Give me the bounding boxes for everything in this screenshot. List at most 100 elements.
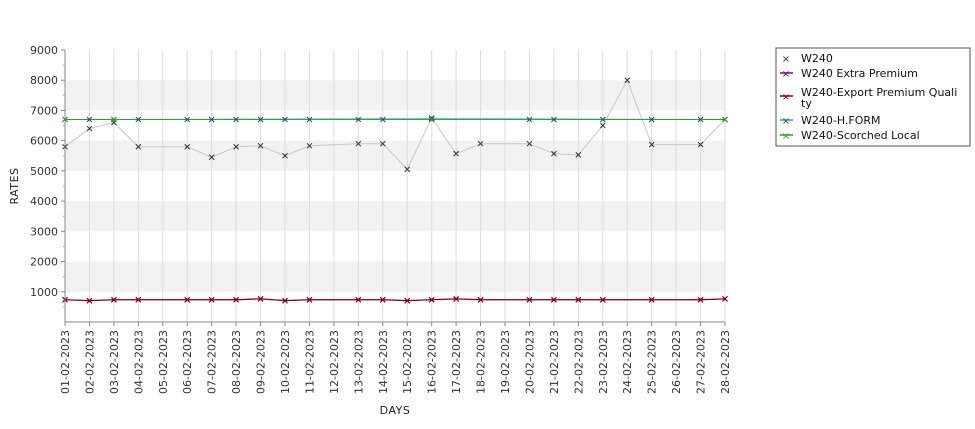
marker-stroke — [355, 140, 362, 147]
data-point-w240 — [453, 150, 459, 157]
marker-stroke — [306, 116, 313, 123]
legend-item-w240-export-premium-quality: × W240-Export Premium Quali ty — [780, 86, 957, 110]
marker-stroke — [599, 296, 606, 303]
marker-stroke — [551, 296, 557, 303]
x-tick-label: 01-02-2023 — [59, 330, 72, 394]
data-point-w240 — [282, 152, 288, 159]
marker-stroke — [306, 142, 313, 149]
plot-band — [65, 80, 725, 111]
legend-box — [775, 47, 971, 147]
x-tick-label: 17-02-2023 — [450, 330, 463, 394]
marker-stroke — [428, 115, 435, 121]
marker-stroke — [477, 296, 484, 303]
data-point-w240 — [404, 166, 411, 173]
marker-stroke — [722, 295, 728, 302]
y-tick-label: 9000 — [30, 44, 58, 57]
grid-lines — [64, 50, 726, 322]
x-tick-label: 26-02-2023 — [670, 330, 683, 394]
marker-stroke — [551, 116, 557, 123]
marker-stroke — [86, 116, 93, 123]
marker-stroke — [575, 152, 582, 158]
x-tick-label: 20-02-2023 — [523, 330, 536, 394]
legend-marker-w240: × — [782, 54, 790, 65]
marker-stroke — [599, 116, 606, 123]
marker-stroke — [184, 116, 191, 123]
data-point-w240-h-form — [697, 116, 704, 123]
data-point-w240-export-premium-quality — [697, 296, 704, 303]
marker-stroke — [282, 152, 288, 159]
marker-stroke — [257, 142, 264, 149]
data-point-w240 — [624, 77, 631, 84]
marker-stroke — [551, 150, 557, 157]
data-point-w240-h-form — [86, 116, 93, 123]
x-tick-label: 04-02-2023 — [132, 330, 145, 394]
data-point-w240-h-form — [282, 116, 288, 123]
marker-stroke — [697, 116, 704, 123]
legend-item-w240-h-form: × W240-H.FORM — [780, 114, 881, 127]
data-point-w240-h-form — [379, 116, 386, 123]
x-tick-label: 03-02-2023 — [108, 330, 121, 394]
legend-label-w240-scorched-local: W240-Scorched Local — [801, 129, 920, 142]
marker-stroke — [575, 296, 582, 303]
data-point-w240-export-premium-quality — [208, 296, 215, 303]
plot-band — [65, 261, 725, 292]
marker-stroke — [526, 296, 533, 303]
data-point-w240-h-form — [599, 116, 606, 123]
marker-stroke — [526, 140, 533, 147]
marker-stroke — [477, 140, 484, 147]
data-point-w240-export-premium-quality — [599, 296, 606, 303]
marker-stroke — [428, 296, 435, 303]
marker-stroke — [379, 116, 386, 123]
marker-stroke — [624, 77, 631, 84]
legend-label-w240-h-form: W240-H.FORM — [801, 114, 881, 127]
y-tick-label: 7000 — [30, 104, 58, 117]
plot-band — [65, 201, 725, 232]
x-tick-label: 14-02-2023 — [377, 330, 390, 394]
marker-stroke — [648, 116, 655, 123]
marker-stroke — [257, 295, 264, 302]
x-tick-label: 05-02-2023 — [157, 330, 170, 394]
marker-stroke — [257, 116, 264, 123]
data-point-w240 — [477, 140, 484, 147]
x-tick-label: 27-02-2023 — [695, 330, 708, 394]
marker-stroke — [208, 296, 215, 303]
marker-stroke — [233, 296, 239, 303]
x-tick-label: 11-02-2023 — [303, 330, 316, 394]
marker-stroke — [526, 116, 533, 123]
data-point-w240 — [86, 125, 93, 132]
data-point-w240-export-premium-quality — [453, 295, 459, 302]
data-point-w240-export-premium-quality — [111, 296, 117, 303]
data-markers — [62, 77, 728, 304]
marker-stroke — [86, 125, 93, 132]
data-point-w240-export-premium-quality — [404, 297, 411, 304]
marker-stroke — [428, 116, 435, 122]
marker-stroke — [355, 296, 362, 303]
data-point-w240 — [257, 142, 264, 149]
data-point-w240-h-form — [551, 116, 557, 123]
marker-stroke — [135, 296, 142, 303]
data-point-w240-export-premium-quality — [648, 296, 655, 303]
legend-label-w240-export-premium-quality-cont: ty — [801, 97, 812, 110]
legend-item-w240: × W240 — [782, 52, 833, 65]
legend-label-w240-extra-premium: W240 Extra Premium — [801, 67, 918, 80]
data-point-w240-h-form — [233, 116, 239, 123]
data-point-w240-scorched-local — [722, 116, 728, 123]
legend-label-w240-export-premium-quality: W240-Export Premium Quali — [801, 86, 957, 99]
x-tick-label: 18-02-2023 — [475, 330, 488, 394]
data-point-w240 — [526, 140, 533, 147]
legend: × W240 × W240 Extra Premium × W240-Expor… — [775, 47, 971, 147]
marker-stroke — [233, 143, 239, 150]
data-point-w240-export-premium-quality — [233, 296, 239, 303]
data-point-w240 — [599, 122, 606, 129]
legend-marker-w240-scorched-local: × — [782, 131, 790, 142]
y-axis-title: RATES — [8, 167, 21, 204]
y-tick-label: 2000 — [30, 256, 58, 269]
x-tick-label: 28-02-2023 — [719, 330, 732, 394]
data-point-w240-scorched-local — [111, 116, 117, 123]
legend-marker-w240-extra-premium: × — [782, 69, 790, 80]
y-tick-label: 5000 — [30, 165, 58, 178]
x-tick-label: 21-02-2023 — [548, 330, 561, 394]
marker-stroke — [233, 116, 239, 123]
data-point-w240-export-premium-quality — [428, 296, 435, 303]
